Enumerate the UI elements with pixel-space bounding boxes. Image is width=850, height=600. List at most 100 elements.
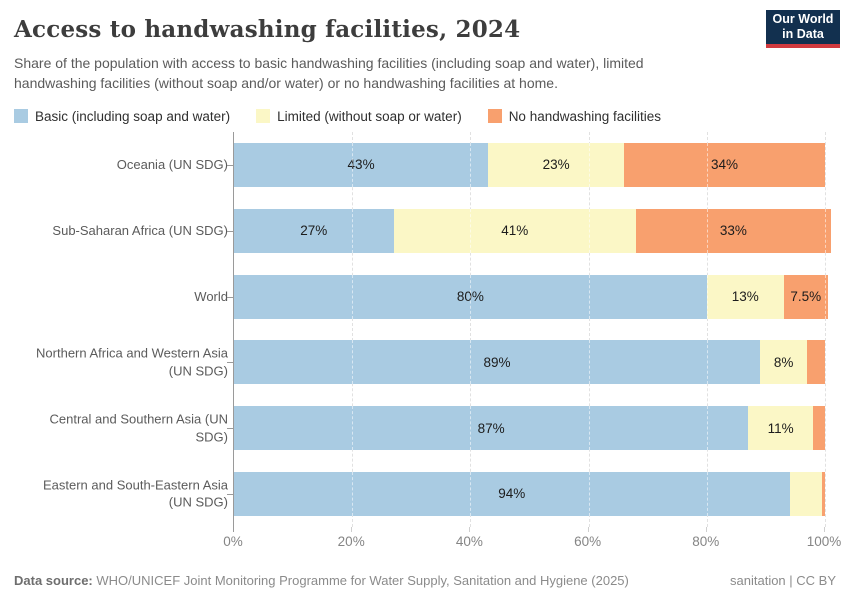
- row-axis-tick-3: [227, 362, 233, 364]
- gridline-overlay: [470, 274, 472, 319]
- bar-row-5: 94%: [234, 471, 825, 516]
- owid-logo-line1: Our World: [772, 12, 834, 26]
- data-source-note: Data source: WHO/UNICEF Joint Monitoring…: [14, 573, 629, 588]
- gridline-80: [706, 132, 708, 527]
- bar-value-label: 89%: [483, 354, 511, 370]
- bar-segment[interactable]: [807, 340, 825, 385]
- legend-label-basic: Basic (including soap and water): [35, 108, 231, 124]
- chart-header: Access to handwashing facilities, 2024 S…: [0, 0, 850, 94]
- x-axis-tick-20: [351, 527, 353, 532]
- x-axis-tick-100: [824, 527, 825, 532]
- x-axis-label-100: 100%: [806, 534, 842, 549]
- bar-segment[interactable]: [813, 406, 825, 451]
- chart-subtitle: Share of the population with access to b…: [14, 55, 644, 92]
- x-axis-tick-80: [705, 527, 707, 532]
- bar-value-label: 23%: [542, 157, 570, 173]
- gridline-overlay: [352, 340, 354, 385]
- bar-segment[interactable]: 23%: [488, 142, 625, 187]
- legend-label-limited: Limited (without soap or water): [277, 108, 462, 124]
- bar-segment[interactable]: 33%: [635, 208, 831, 253]
- bar-segment[interactable]: 94%: [234, 471, 790, 516]
- gridline-20: [352, 132, 354, 527]
- bar-row-1: 27% 41% 33%: [234, 208, 831, 253]
- data-source-text: WHO/UNICEF Joint Monitoring Programme fo…: [92, 573, 629, 588]
- gridline-overlay: [470, 406, 472, 451]
- gridline-overlay: [470, 471, 472, 516]
- x-axis-tick-0: [233, 527, 234, 532]
- bar-value-label: 34%: [711, 157, 739, 173]
- row-label-3[interactable]: Northern Africa and Western Asia (UN SDG…: [36, 345, 228, 379]
- stacked-bar-chart: 43% 23% 34% 27% 41% 33% 80% 13% 7.5% 89% 8% 87% 11% 9…: [0, 132, 850, 562]
- gridline-overlay: [588, 471, 590, 516]
- bar-value-label: 94%: [498, 486, 526, 502]
- bar-value-label: 43%: [347, 157, 375, 173]
- gridline-overlay: [588, 406, 590, 451]
- gridline-overlay: [470, 340, 472, 385]
- gridline-40: [470, 132, 472, 527]
- bar-value-label: 7.5%: [790, 289, 822, 304]
- bar-segment[interactable]: [789, 471, 823, 516]
- row-label-0[interactable]: Oceania (UN SDG): [116, 157, 228, 173]
- bar-segment[interactable]: 43%: [234, 142, 489, 187]
- bar-value-label: 87%: [477, 420, 505, 436]
- legend-swatch-none: [487, 109, 502, 124]
- legend-label-none: No handwashing facilities: [508, 108, 662, 124]
- gridline-overlay: [588, 340, 590, 385]
- bar-segment[interactable]: 89%: [234, 340, 760, 385]
- gridline-overlay: [825, 208, 826, 253]
- bar-row-0: 43% 23% 34%: [234, 142, 825, 187]
- gridline-overlay: [825, 274, 826, 319]
- row-label-1[interactable]: Sub-Saharan Africa (UN SDG): [52, 222, 228, 238]
- gridline-overlay: [588, 274, 590, 319]
- license-link[interactable]: sanitation | CC BY: [730, 573, 836, 588]
- gridline-overlay: [706, 142, 708, 187]
- gridline-overlay: [706, 471, 708, 516]
- gridline-overlay: [470, 208, 472, 253]
- bar-segment[interactable]: 7.5%: [783, 274, 828, 319]
- row-label-2[interactable]: World: [194, 288, 228, 304]
- row-label-5[interactable]: Eastern and South-Eastern Asia (UN SDG): [42, 477, 228, 510]
- legend-item-none[interactable]: No handwashing facilities: [487, 108, 662, 124]
- gridline-overlay: [470, 142, 472, 187]
- x-axis-label-60: 60%: [574, 534, 602, 549]
- chart-footer: Data source: WHO/UNICEF Joint Monitoring…: [14, 573, 836, 588]
- legend-item-basic[interactable]: Basic (including soap and water): [14, 109, 230, 124]
- data-source-prefix: Data source:: [14, 573, 93, 588]
- gridline-overlay: [588, 208, 590, 253]
- gridline-overlay: [706, 208, 708, 253]
- bar-row-3: 89% 8%: [234, 340, 825, 385]
- x-axis-label-80: 80%: [692, 534, 720, 549]
- legend-swatch-basic: [14, 109, 28, 124]
- gridline-60: [588, 132, 590, 527]
- bar-value-label: 13%: [731, 289, 759, 304]
- bar-segment[interactable]: [822, 471, 825, 516]
- gridline-overlay: [352, 274, 354, 319]
- owid-logo[interactable]: Our World in Data: [766, 10, 840, 48]
- bar-segment[interactable]: 13%: [706, 274, 784, 319]
- gridline-100: [825, 132, 826, 527]
- gridline-overlay: [352, 208, 354, 253]
- bar-segment[interactable]: 87%: [234, 406, 749, 451]
- bar-value-label: 11%: [767, 420, 794, 436]
- bar-segment[interactable]: 11%: [748, 406, 814, 451]
- gridline-overlay: [352, 406, 354, 451]
- bar-value-label: 8%: [773, 354, 794, 370]
- bar-segment[interactable]: 34%: [624, 142, 825, 187]
- bar-segment[interactable]: 8%: [759, 340, 808, 385]
- legend-swatch-limited: [256, 109, 271, 124]
- gridline-overlay: [706, 274, 708, 319]
- x-axis-label-40: 40%: [455, 534, 483, 549]
- x-axis-tick-60: [587, 527, 589, 532]
- row-axis-tick-0: [227, 164, 233, 166]
- bar-value-label: 27%: [300, 223, 328, 239]
- legend-item-limited[interactable]: Limited (without soap or water): [256, 109, 462, 124]
- bar-segment[interactable]: 27%: [234, 208, 394, 253]
- page-title: Access to handwashing facilities, 2024: [14, 16, 521, 43]
- bar-segment[interactable]: 41%: [393, 208, 636, 253]
- row-axis-tick-5: [227, 493, 233, 495]
- chart-legend: Basic (including soap and water) Limited…: [0, 94, 850, 124]
- gridline-overlay: [706, 340, 708, 385]
- gridline-overlay: [352, 142, 354, 187]
- row-label-4[interactable]: Central and Southern Asia (UN SDG): [49, 411, 228, 445]
